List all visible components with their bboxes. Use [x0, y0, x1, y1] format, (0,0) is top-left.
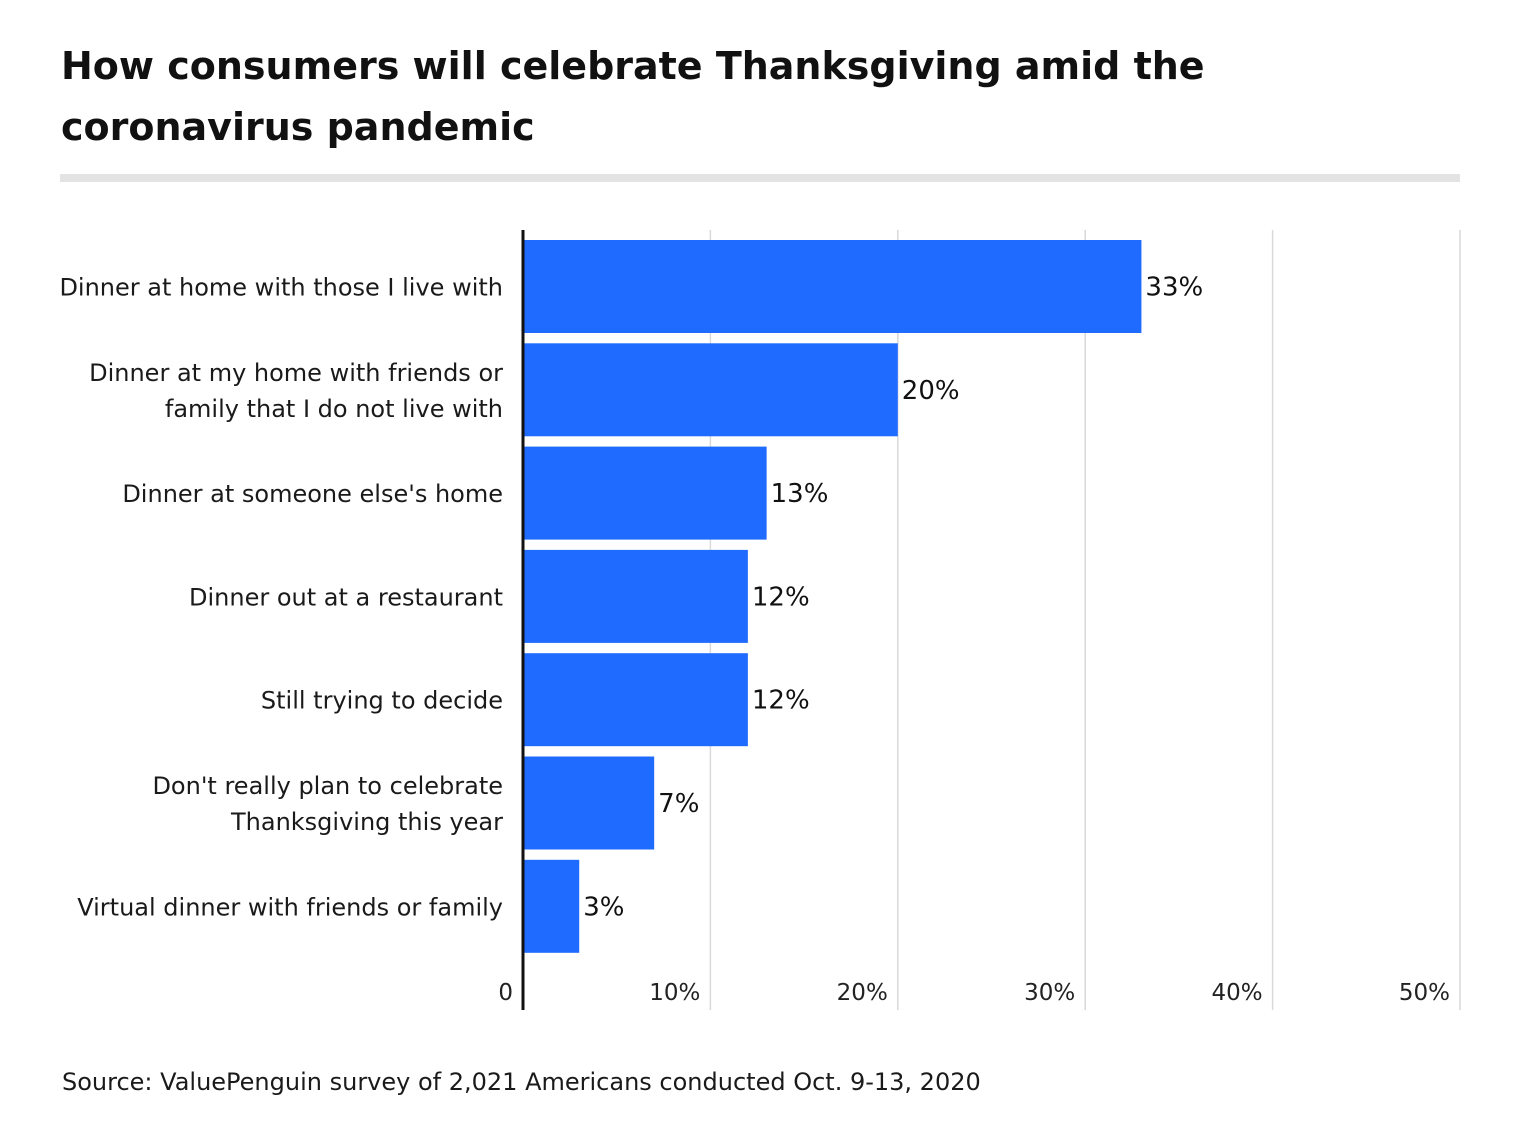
- x-tick-labels: 0 10% 20% 30% 40% 50%: [498, 980, 1450, 1006]
- bar: [523, 653, 748, 747]
- bar: [523, 549, 748, 643]
- category-label: Don't really plan to celebrate: [152, 772, 503, 800]
- category-label: Dinner at someone else's home: [122, 480, 503, 508]
- category-label: Dinner out at a restaurant: [189, 583, 503, 611]
- value-label: 3%: [583, 892, 624, 922]
- source-note: Source: ValuePenguin survey of 2,021 Ame…: [62, 1068, 981, 1096]
- chart-title: How consumers will celebrate Thanksgivin…: [61, 44, 1205, 149]
- category-label: Dinner at home with those I live with: [59, 274, 503, 302]
- x-tick-label: 10%: [649, 980, 700, 1006]
- value-label: 20%: [902, 376, 960, 406]
- category-labels: Dinner at home with those I live with Din…: [59, 274, 503, 922]
- category-label: Dinner at my home with friends or: [89, 359, 503, 387]
- x-tick-label: 20%: [837, 980, 888, 1006]
- x-tick-label: 30%: [1024, 980, 1075, 1006]
- category-label: Still trying to decide: [261, 687, 503, 715]
- category-label: family that I do not live with: [165, 395, 503, 423]
- value-labels: 33% 20% 13% 12% 12% 7% 3%: [583, 273, 1203, 923]
- bar: [523, 859, 580, 953]
- title-divider: [60, 174, 1460, 182]
- bar: [523, 446, 767, 540]
- value-label: 13%: [771, 479, 829, 509]
- bar: [523, 756, 655, 850]
- value-label: 12%: [752, 582, 810, 612]
- category-label: Thanksgiving this year: [230, 808, 503, 836]
- value-label: 7%: [658, 789, 699, 819]
- x-tick-label: 0: [498, 980, 513, 1006]
- value-label: 12%: [752, 686, 810, 716]
- x-tick-label: 50%: [1399, 980, 1450, 1006]
- bars: [523, 240, 1142, 953]
- bar: [523, 240, 1142, 333]
- value-label: 33%: [1145, 273, 1203, 303]
- x-tick-label: 40%: [1211, 980, 1262, 1006]
- category-label: Virtual dinner with friends or family: [77, 893, 503, 921]
- bar: [523, 343, 898, 437]
